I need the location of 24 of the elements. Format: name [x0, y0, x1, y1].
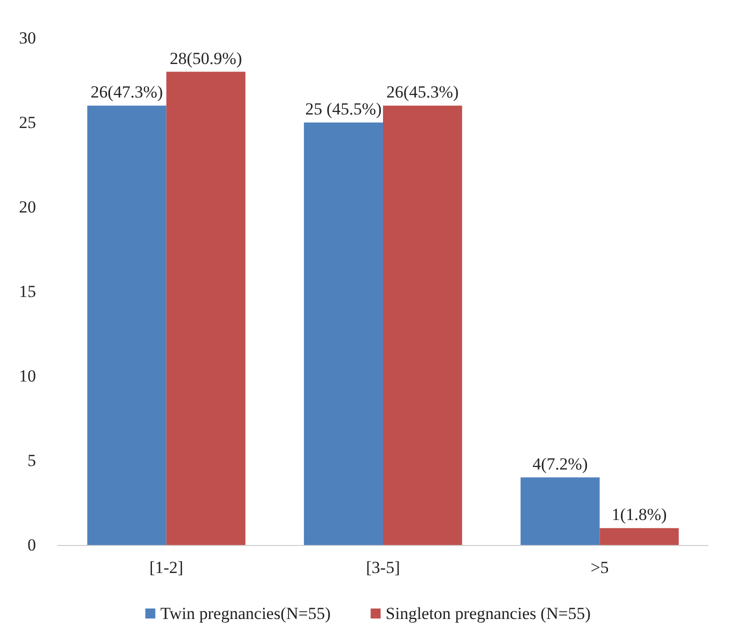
y-tick-label: 0: [28, 536, 36, 554]
bar: [520, 477, 600, 545]
data-label: 25 (45.5%): [305, 100, 382, 118]
x-tick-label: [3-5]: [366, 558, 400, 577]
x-tick-label: [1-2]: [149, 558, 184, 577]
data-label: 26(45.3%): [386, 82, 459, 102]
y-tick-label: 15: [19, 282, 36, 301]
bar: [383, 106, 462, 545]
y-tick-label: 20: [19, 198, 36, 216]
y-tick-label: 25: [19, 113, 36, 132]
bar: [166, 72, 246, 545]
legend-label: Singleton pregnancies (N=55): [386, 604, 591, 623]
y-tick-label: 5: [28, 451, 36, 470]
x-tick-label: >5: [590, 558, 609, 577]
bar: [87, 106, 166, 545]
legend-label: Twin pregnancies(N=55): [160, 604, 331, 623]
data-label: 26(47.3%): [90, 82, 163, 102]
y-tick-label: 10: [19, 366, 36, 386]
bar: [304, 122, 383, 545]
data-label: 1(1.8%): [612, 505, 667, 524]
data-label: 28(50.9%): [170, 48, 242, 68]
bar: [600, 528, 679, 545]
data-label: 4(7.2%): [532, 454, 588, 474]
y-tick-label: 30: [19, 28, 36, 48]
